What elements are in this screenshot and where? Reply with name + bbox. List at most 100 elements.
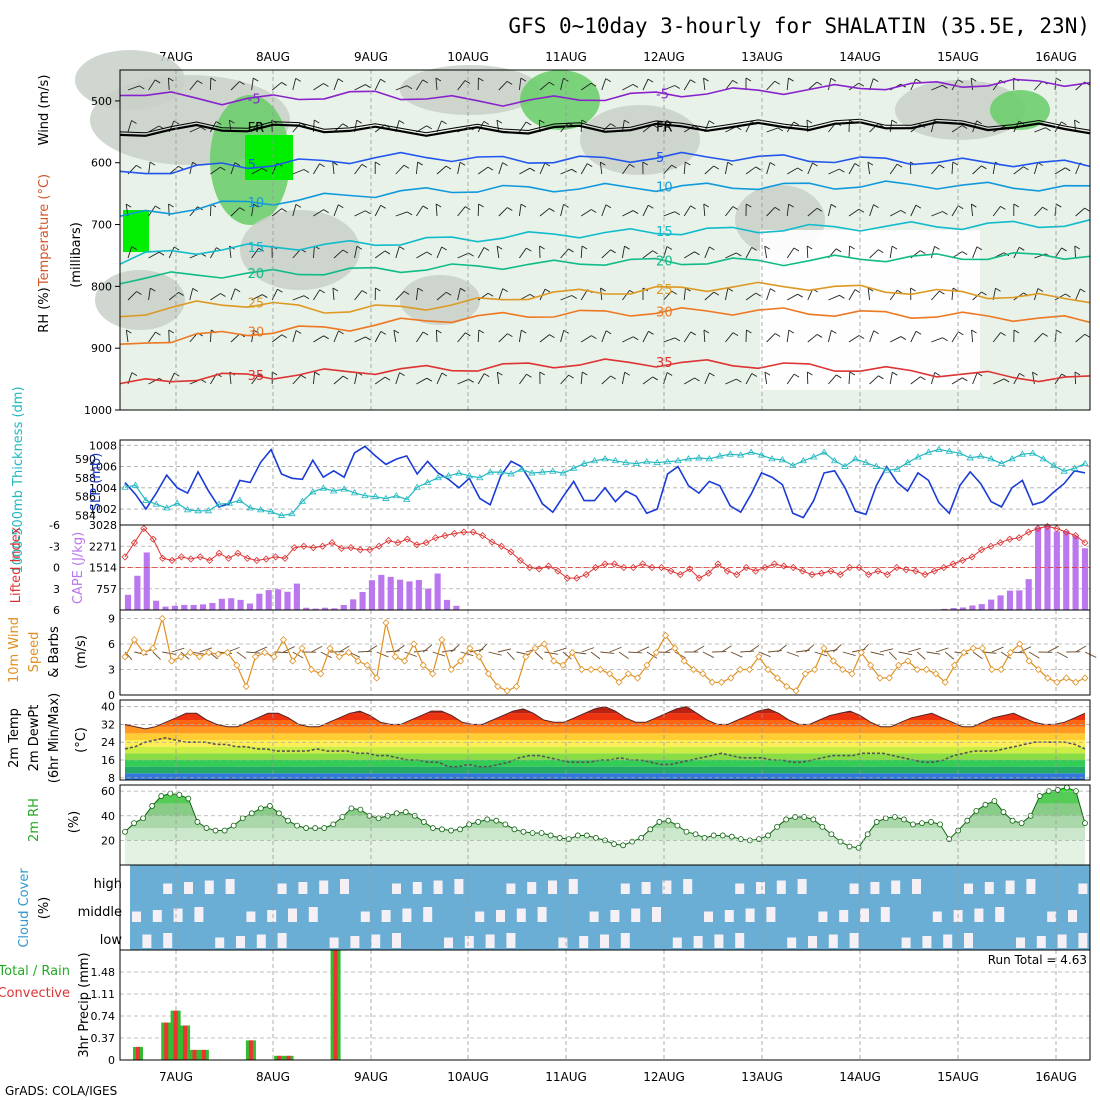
wind10-point xyxy=(1025,657,1033,665)
cape-bar xyxy=(453,605,460,610)
bottom-date-15AUG: 15AUG xyxy=(937,1070,979,1084)
wind-barb-flag xyxy=(361,164,368,168)
wind10-barb xyxy=(1084,651,1097,658)
wind-barb xyxy=(827,78,832,91)
lifted-point xyxy=(639,560,647,568)
ytick-label-600: 600 xyxy=(91,157,112,170)
rh-point xyxy=(701,835,708,841)
wind-barb xyxy=(848,208,860,217)
wind-barb xyxy=(869,123,879,133)
thickness-point xyxy=(131,481,140,488)
thickness-point xyxy=(215,500,223,507)
cloud-block xyxy=(485,934,495,948)
wind10-point xyxy=(251,653,260,661)
wind10-barb xyxy=(199,647,213,653)
lifted-point xyxy=(544,562,553,570)
wind-barb-flag xyxy=(549,334,555,338)
wind-barb xyxy=(786,167,798,175)
lifted-point xyxy=(215,549,223,557)
thickness-point xyxy=(1049,461,1058,468)
cape-bar xyxy=(303,607,310,610)
temp-label-30-1: 30 xyxy=(656,305,673,320)
wind-barb-flag xyxy=(600,287,606,292)
wind-barb-flag xyxy=(342,249,349,254)
wind-barb-flag xyxy=(920,376,926,381)
wind-barb xyxy=(457,378,469,385)
thickness-point xyxy=(173,499,181,506)
temp-tick-24: 24 xyxy=(101,736,115,749)
label-precip-conv: Convective xyxy=(0,986,70,1001)
wind-barb-flag xyxy=(417,287,424,292)
thickness-point xyxy=(1008,455,1016,462)
lifted-point xyxy=(366,546,374,554)
wind-barb xyxy=(292,122,302,133)
wind10-point xyxy=(820,644,828,652)
rh-tick-40: 40 xyxy=(101,810,115,823)
wind-barb xyxy=(416,377,428,385)
rh-point xyxy=(303,825,310,831)
rh-point xyxy=(719,832,726,839)
wind-barb xyxy=(354,372,358,385)
lifted-point xyxy=(253,556,261,564)
wind10-barb xyxy=(516,651,530,656)
wind-barb xyxy=(889,163,898,175)
lifted-point xyxy=(855,563,863,572)
rh-point xyxy=(167,790,174,797)
wind-barb xyxy=(827,204,832,217)
wind-barb xyxy=(395,291,405,301)
wind-barb-flag xyxy=(168,77,174,82)
thickness-point xyxy=(716,452,724,459)
precip-conv-bar xyxy=(201,1049,206,1060)
wind-barb-flag xyxy=(478,203,484,208)
wind-barb-flag xyxy=(445,165,452,170)
lifted-point xyxy=(422,539,430,547)
thickness-point xyxy=(768,455,776,462)
wind-barb-flag xyxy=(406,211,413,216)
wind-barb xyxy=(1032,372,1035,385)
wind10-tick-6: 6 xyxy=(108,638,115,651)
wind-barb xyxy=(764,246,768,259)
wind-barb xyxy=(683,331,692,343)
wind10-point xyxy=(857,648,865,657)
rh-point xyxy=(937,821,943,828)
wind-barb-flag xyxy=(441,246,447,251)
rh-point xyxy=(321,825,328,831)
wind10-barb xyxy=(702,651,715,658)
wind-barb xyxy=(148,251,160,259)
rh-point xyxy=(520,828,527,835)
wind-barb xyxy=(435,203,438,217)
run-total: Run Total = 4.63 xyxy=(988,953,1087,967)
wind-barb-flag xyxy=(200,126,206,131)
precip-tick-0.74: 0.74 xyxy=(91,1010,116,1023)
wind-barb-flag xyxy=(736,252,742,257)
thickness-point xyxy=(256,506,265,513)
label-cloud-units: (%) xyxy=(37,897,52,920)
wind-barb xyxy=(970,204,974,217)
cape-bar xyxy=(397,579,404,610)
rh-point xyxy=(257,805,264,812)
cape-bar xyxy=(293,583,300,610)
wind-barb xyxy=(354,84,366,91)
label-rh-units: (%) xyxy=(67,811,82,834)
rh-blob-3 xyxy=(400,65,540,115)
wind10-point xyxy=(391,653,399,661)
wind-barb xyxy=(312,372,316,385)
thickness-point xyxy=(465,472,474,479)
cloud-block xyxy=(1078,883,1088,894)
rh-point xyxy=(393,810,400,817)
rh-point xyxy=(900,816,907,823)
rh-blob-8 xyxy=(990,90,1050,130)
cloud-block xyxy=(995,907,1005,922)
wind-barb xyxy=(930,246,935,259)
wind-barb xyxy=(148,377,160,385)
wind-barb-flag xyxy=(788,329,795,334)
thickness-tick-588: 588 xyxy=(75,472,96,485)
lifted-point xyxy=(582,571,590,579)
thickness-point xyxy=(340,485,348,492)
temp-label-10-1: 10 xyxy=(656,180,673,195)
wind10-point xyxy=(242,682,250,691)
rh-point xyxy=(774,823,780,830)
cloud-block xyxy=(215,937,225,948)
cloud-block xyxy=(184,882,193,894)
